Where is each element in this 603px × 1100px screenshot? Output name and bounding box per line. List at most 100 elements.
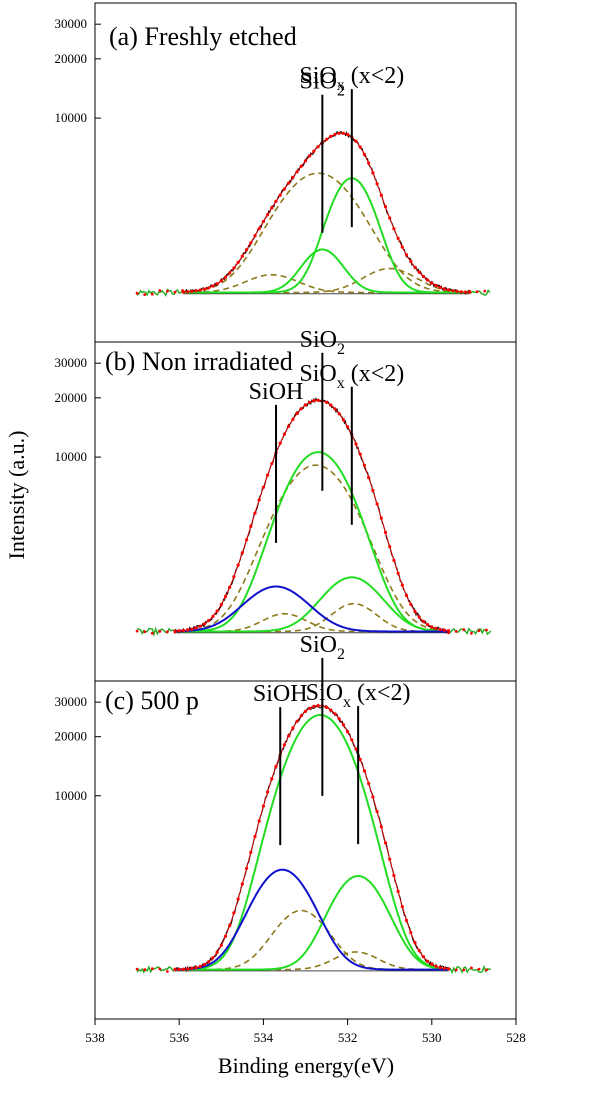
- envelope-dot: [135, 629, 139, 633]
- envelope-dot: [166, 630, 169, 634]
- envelope-dot: [462, 628, 466, 632]
- envelope-dot: [253, 834, 257, 839]
- envelope-dot: [316, 398, 320, 402]
- envelope-dot: [337, 717, 341, 721]
- envelope-dot: [421, 955, 425, 959]
- envelope-dot: [270, 206, 274, 210]
- fit-envelope: [135, 398, 488, 635]
- envelope-dot: [426, 278, 430, 282]
- envelope-dot: [312, 704, 316, 708]
- envelope-dot: [198, 964, 202, 969]
- envelope-dot: [143, 293, 147, 296]
- envelope-dot: [379, 516, 383, 520]
- envelope-dot: [426, 623, 430, 627]
- envelope-dot: [253, 511, 257, 515]
- envelope-dot: [240, 254, 244, 258]
- envelope-dot: [430, 281, 434, 285]
- envelope-dot: [211, 614, 215, 619]
- experimental-curve: [182, 130, 471, 295]
- envelope-dot: [299, 714, 303, 718]
- panel-a: 10000 20000 30000 (a) Freshly etchedSiO2SiO…: [55, 2, 517, 343]
- envelope-dot: [329, 708, 333, 712]
- envelope-dot: [215, 282, 219, 286]
- envelope-dot: [282, 743, 286, 747]
- envelope-dot: [434, 283, 438, 288]
- envelope-dot: [392, 227, 396, 231]
- envelope-dot: [442, 628, 446, 632]
- envelope-dot: [249, 524, 253, 529]
- envelope-dot: [303, 709, 308, 714]
- envelope-dot: [173, 630, 177, 634]
- envelope-dot: [219, 943, 223, 947]
- annotation-label: SiOH: [249, 379, 304, 405]
- envelope-dot: [409, 259, 413, 264]
- envelope-dot: [287, 181, 291, 185]
- envelope-dot: [211, 284, 215, 288]
- y-tick-label: 10000: [55, 788, 88, 803]
- envelope-dot: [245, 248, 249, 252]
- envelope-dot: [295, 170, 299, 174]
- envelope-dot: [228, 585, 232, 589]
- envelope-dot: [240, 882, 244, 886]
- envelope-dot: [282, 432, 286, 436]
- envelope-dot: [438, 285, 442, 289]
- envelope-dot: [316, 145, 320, 149]
- panel-title: (b) Non irradiated: [105, 347, 293, 376]
- envelope-dot: [454, 968, 458, 972]
- envelope-dot: [253, 234, 257, 238]
- peak-sio2: [183, 248, 470, 294]
- envelope-dot: [468, 289, 472, 293]
- envelope-dot: [417, 615, 421, 619]
- envelope-dot: [383, 530, 388, 535]
- envelope-dot: [228, 271, 232, 275]
- envelope-dot: [451, 289, 455, 293]
- envelope-dot: [375, 182, 379, 186]
- envelope-dot: [190, 627, 194, 631]
- envelope-dot: [135, 967, 139, 971]
- envelope-dot: [207, 619, 211, 623]
- envelope-dot: [438, 966, 442, 970]
- envelope-dot: [470, 966, 473, 970]
- envelope-dot: [413, 265, 417, 269]
- envelope-dot: [413, 941, 417, 945]
- envelope-dot: [232, 911, 236, 915]
- y-tick-label: 10000: [55, 110, 88, 125]
- envelope-dot: [219, 602, 223, 607]
- envelope-dot: [274, 199, 278, 203]
- envelope-dot: [291, 417, 295, 421]
- y-tick-label: 30000: [55, 355, 88, 370]
- envelope-dot: [367, 475, 371, 480]
- envelope-dot: [266, 213, 270, 217]
- panel-title: (c) 500 p: [105, 686, 199, 715]
- envelope-dot: [261, 485, 265, 489]
- envelope-dot: [202, 287, 207, 291]
- envelope-dot: [396, 571, 400, 575]
- envelope-dot: [223, 594, 228, 599]
- envelope-dot: [215, 950, 219, 955]
- y-axis-title: Intensity (a.u.): [4, 431, 29, 560]
- peak-siox: [183, 177, 470, 294]
- fit-component-dashed: [183, 267, 470, 294]
- annotation-label: SiOx (x<2): [306, 680, 411, 711]
- x-tick-label: 532: [338, 1030, 358, 1045]
- envelope-dot: [404, 593, 409, 598]
- envelope-dot: [257, 227, 261, 231]
- envelope-dot: [236, 563, 240, 567]
- envelope-dot: [207, 960, 211, 964]
- envelope-dot: [266, 790, 270, 794]
- envelope-dot: [190, 966, 194, 971]
- panel-title: (a) Freshly etched: [109, 22, 297, 51]
- envelope-dot: [388, 857, 392, 861]
- x-tick-label: 538: [85, 1030, 105, 1045]
- envelope-dot: [143, 968, 147, 972]
- envelope-dot: [477, 967, 481, 971]
- envelope-dot: [223, 934, 228, 938]
- experimental-curve: [174, 703, 449, 973]
- envelope-dot: [442, 966, 446, 971]
- envelope-dot: [316, 704, 320, 708]
- envelope-dot: [158, 967, 162, 971]
- envelope-dot: [375, 809, 379, 814]
- envelope-dot: [447, 629, 451, 633]
